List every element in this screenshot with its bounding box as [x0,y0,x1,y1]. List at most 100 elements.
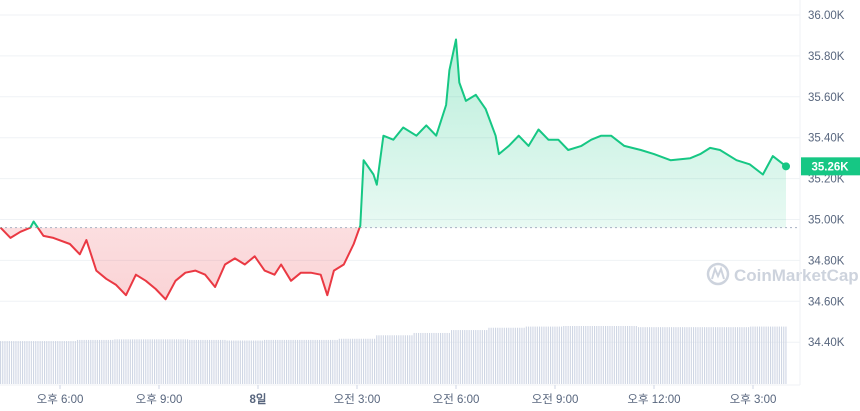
volume-bar [176,339,178,384]
volume-bar [171,339,173,384]
volume-bar [767,326,769,384]
volume-bar [651,327,653,384]
volume-bar [737,327,739,384]
volume-bar [165,339,167,384]
volume-bar [501,327,503,384]
volume-bar [759,326,761,384]
volume-bar [574,326,576,384]
volume-bar [365,338,367,384]
volume-bar [433,332,435,384]
volume-bar [28,341,30,384]
volume-bar [116,339,118,384]
volume-bar [404,335,406,384]
y-tick-label: 35.80K [808,51,845,63]
volume-bar [270,339,272,384]
volume-bar [431,332,433,384]
volume-bar [30,341,32,384]
volume-bar [272,339,274,384]
y-tick-label: 35.20K [808,174,845,186]
volume-bar [512,327,514,384]
volume-bar [235,340,237,384]
volume-bar [35,341,37,384]
volume-bar [352,338,354,384]
volume-bar [706,327,708,384]
volume-bar [343,338,345,384]
volume-bar [206,339,208,384]
volume-bar [224,339,226,384]
volume-bar [286,339,288,384]
volume-bar [349,338,351,384]
volume-bar [765,326,767,384]
volume-bar [367,338,369,384]
volume-bar [558,326,560,384]
volume-bar [462,330,464,384]
volume-bar [103,339,105,384]
volume-bar [543,326,545,384]
volume-bar [231,340,233,384]
volume-bar [413,332,415,384]
volume-bar [24,341,26,384]
volume-bar [136,339,138,384]
volume-bar [198,339,200,384]
volume-bar [589,326,591,384]
volume-bar [244,340,246,384]
volume-bar [697,327,699,384]
volume-bar [503,327,505,384]
volume-bar [468,330,470,384]
volume-bar [209,339,211,384]
volume-bar [332,339,334,384]
current-price-badge: 35.26K [801,157,860,176]
volume-bar [693,327,695,384]
volume-bar [110,339,112,384]
volume-bar [145,339,147,384]
volume-bar [325,339,327,384]
volume-bar [226,340,228,384]
price-line-down [0,227,361,301]
volume-bar [37,341,39,384]
volume-bar [140,339,142,384]
volume-bar [374,338,376,384]
volume-bar [712,327,714,384]
volume-bar [710,327,712,384]
volume-bar [539,326,541,384]
volume-bar [497,327,499,384]
volume-bar [688,327,690,384]
volume-bar [33,341,35,384]
volume-bar [275,339,277,384]
volume-bar [242,340,244,384]
volume-bar [323,339,325,384]
volume-bar [481,330,483,384]
watermark-text: CoinMarketCap [734,266,859,285]
volume-bar [556,326,558,384]
y-tick-label: 34.80K [808,255,845,267]
volume-bar [77,339,79,384]
volume-bar [455,330,457,384]
volume-bar [129,339,131,384]
volume-bar [415,332,417,384]
volume-bar [770,326,772,384]
volume-bar [484,330,486,384]
volume-bar [528,326,530,384]
volume-bar [426,332,428,384]
volume-bar [618,326,620,384]
volume-bar [660,327,662,384]
volume-bar [96,339,98,384]
volume-bar [90,339,92,384]
volume-bar [470,330,472,384]
volume-bar [356,338,358,384]
volume-bars [0,326,787,384]
volume-bar [741,327,743,384]
volume-bar [569,326,571,384]
volume-bar [420,332,422,384]
volume-bar [8,341,10,384]
volume-bar [204,339,206,384]
volume-bar [239,340,241,384]
volume-bar [11,341,13,384]
volume-bar [602,326,604,384]
volume-bar [261,340,263,384]
volume-bar [473,330,475,384]
volume-bar [393,335,395,384]
volume-bar [68,341,70,384]
volume-bar [686,327,688,384]
